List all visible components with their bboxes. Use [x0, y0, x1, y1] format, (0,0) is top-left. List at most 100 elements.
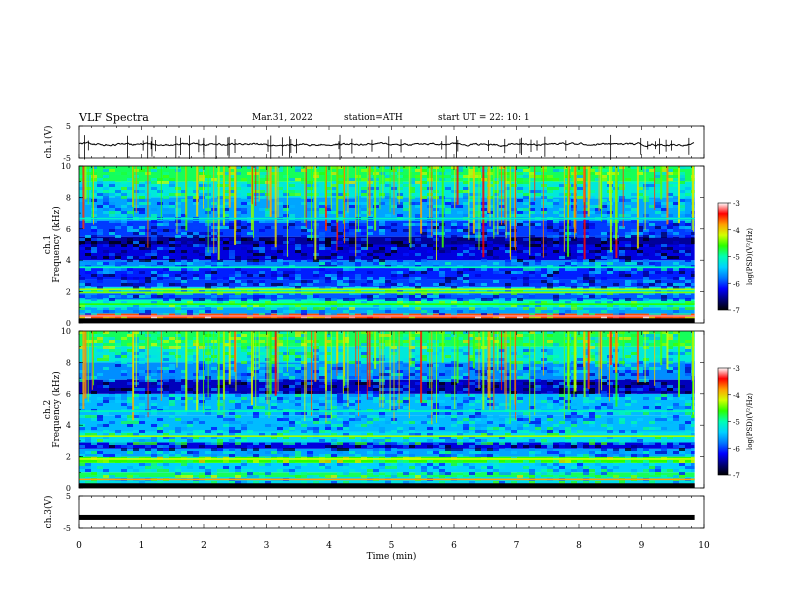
- spectrogram-cell: [667, 193, 673, 196]
- spectrogram-cell: [271, 355, 277, 358]
- spectrogram-cell: [223, 316, 229, 319]
- spectrogram-cell: [463, 280, 469, 283]
- spectrogram-cell: [187, 301, 193, 304]
- spectrogram-cell: [271, 454, 277, 457]
- spectrogram-cell: [97, 454, 103, 457]
- spectrogram-cell: [133, 295, 139, 298]
- spectrogram-cell: [229, 166, 235, 169]
- spectrogram-cell: [403, 481, 409, 484]
- spectrogram-cell: [535, 475, 541, 478]
- spectrogram-cell: [439, 385, 445, 388]
- spectrogram-cell: [379, 277, 385, 280]
- spectrogram-cell: [259, 283, 265, 286]
- spectrogram-cell: [169, 439, 175, 442]
- spectrogram-cell: [649, 244, 655, 247]
- spectrogram-cell: [679, 412, 685, 415]
- spectrogram-cell: [139, 367, 145, 370]
- sferic-burst: [644, 331, 646, 383]
- spectrogram-cell: [247, 184, 253, 187]
- spectrogram-cell: [385, 289, 391, 292]
- spectrogram-cell: [373, 376, 379, 379]
- spectrogram-cell: [421, 475, 427, 478]
- spectrogram-cell: [517, 220, 523, 223]
- spectrogram-cell: [241, 202, 247, 205]
- spectrogram-cell: [451, 235, 457, 238]
- spectrogram-cell: [139, 379, 145, 382]
- spectrogram-cell: [379, 451, 385, 454]
- spectrogram-cell: [109, 178, 115, 181]
- spectrogram-cell: [169, 394, 175, 397]
- spectrogram-cell: [307, 208, 313, 211]
- spectrogram-cell: [175, 418, 181, 421]
- spectrogram-cell: [421, 229, 427, 232]
- spectrogram-cell: [679, 202, 685, 205]
- spectrogram-cell: [409, 442, 415, 445]
- spectrogram-cell: [133, 469, 139, 472]
- spectrogram-cell: [277, 334, 283, 337]
- spectrogram-cell: [97, 346, 103, 349]
- spectrogram-cell: [385, 286, 391, 289]
- spectrogram-cell: [289, 469, 295, 472]
- spectrogram-cell: [163, 376, 169, 379]
- spectrogram-cell: [523, 343, 529, 346]
- spectrogram-cell: [457, 367, 463, 370]
- spectrogram-cell: [175, 277, 181, 280]
- spectrogram-cell: [463, 424, 469, 427]
- spectrogram-cell: [169, 436, 175, 439]
- spectrogram-cell: [127, 343, 133, 346]
- spectrogram-cell: [685, 454, 691, 457]
- spectrogram-cell: [589, 391, 595, 394]
- spectrogram-cell: [97, 229, 103, 232]
- spectrogram-cell: [169, 448, 175, 451]
- spectrogram-cell: [673, 439, 679, 442]
- spectrogram-cell: [517, 301, 523, 304]
- spectrogram-cell: [535, 469, 541, 472]
- spectrogram-cell: [403, 421, 409, 424]
- spectrogram-cell: [355, 346, 361, 349]
- spectrogram-cell: [517, 271, 523, 274]
- spectrogram-cell: [439, 295, 445, 298]
- spectrogram-cell: [307, 418, 313, 421]
- spectrogram-cell: [397, 181, 403, 184]
- spectrogram-cell: [643, 346, 649, 349]
- spectrogram-cell: [151, 436, 157, 439]
- spectrogram-cell: [451, 301, 457, 304]
- spectrogram-cell: [631, 448, 637, 451]
- spectrogram-cell: [445, 436, 451, 439]
- spectrogram-cell: [337, 289, 343, 292]
- spectrogram-cell: [229, 355, 235, 358]
- spectrogram-cell: [223, 304, 229, 307]
- spectrogram-cell: [655, 190, 661, 193]
- spectrogram-cell: [565, 262, 571, 265]
- spectrogram-cell: [565, 436, 571, 439]
- spectrogram-cell: [325, 370, 331, 373]
- spectrogram-cell: [247, 172, 253, 175]
- spectrogram-cell: [331, 460, 337, 463]
- spectrogram-cell: [487, 253, 493, 256]
- spectrogram-cell: [361, 343, 367, 346]
- spectrogram-cell: [271, 244, 277, 247]
- spectrogram-cell: [247, 193, 253, 196]
- spectrogram-cell: [193, 337, 199, 340]
- spectrogram-cell: [193, 268, 199, 271]
- spectrogram-cell: [259, 475, 265, 478]
- spectrogram-cell: [337, 211, 343, 214]
- spectrogram-cell: [199, 304, 205, 307]
- spectrogram-cell: [649, 178, 655, 181]
- spectrogram-cell: [607, 316, 613, 319]
- spectrogram-cell: [523, 187, 529, 190]
- spectrogram-cell: [523, 247, 529, 250]
- spectrogram-cell: [283, 469, 289, 472]
- spectrogram-cell: [271, 241, 277, 244]
- spectrogram-cell: [319, 193, 325, 196]
- spectrogram-cell: [631, 352, 637, 355]
- spectrogram-cell: [343, 166, 349, 169]
- spectrogram-cell: [439, 382, 445, 385]
- spectrogram-cell: [421, 259, 427, 262]
- spectrogram-cell: [661, 286, 667, 289]
- spectrogram-cell: [385, 304, 391, 307]
- spectrogram-cell: [415, 463, 421, 466]
- spectrogram-cell: [643, 292, 649, 295]
- spectrogram-cell: [607, 451, 613, 454]
- spectrogram-cell: [457, 463, 463, 466]
